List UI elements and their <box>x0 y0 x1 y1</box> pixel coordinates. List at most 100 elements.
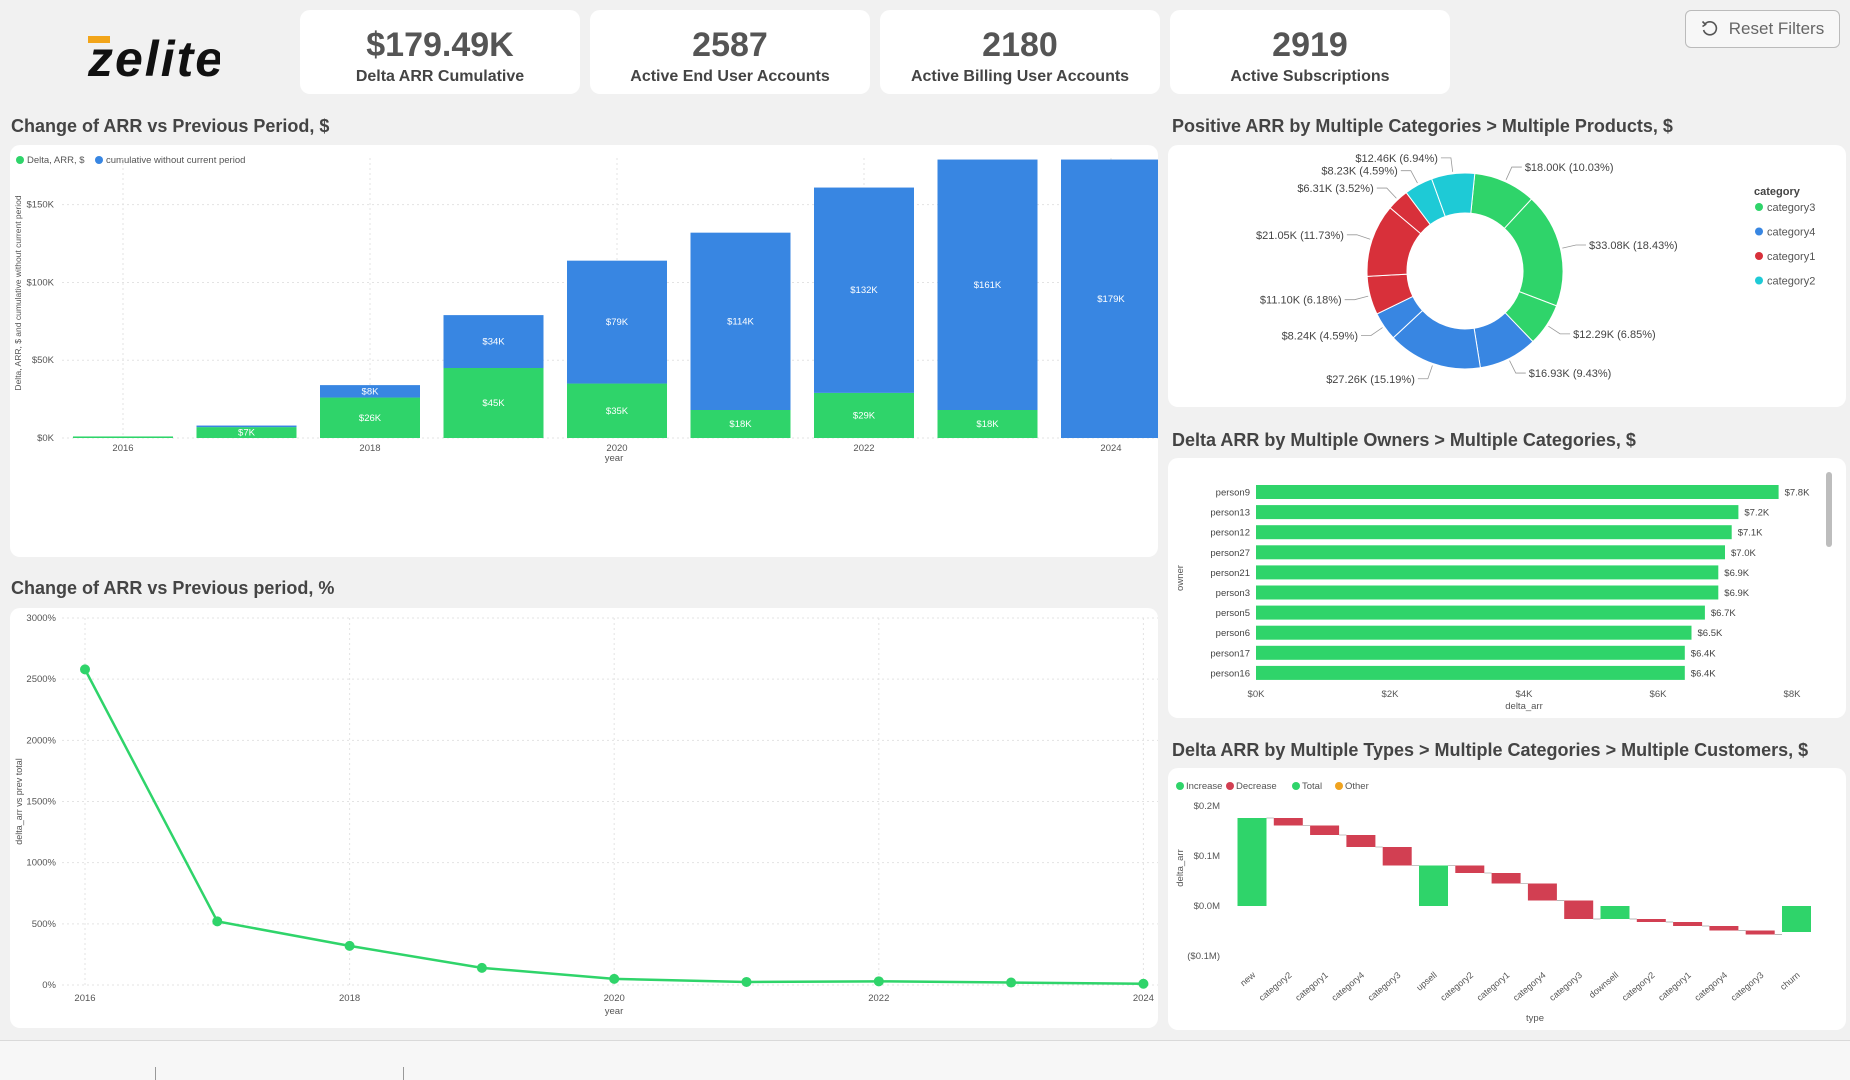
waterfall-bar <box>1273 818 1303 826</box>
owner-label: person3 <box>1216 588 1250 599</box>
reset-filters-button[interactable]: Reset Filters <box>1685 10 1840 48</box>
bar-data-label: $114K <box>727 316 754 327</box>
y-tick-label: 1500% <box>26 797 56 808</box>
slice-leader-line <box>1417 365 1433 380</box>
slice-leader-line <box>1376 187 1397 199</box>
waterfall-bar <box>1527 883 1557 901</box>
owner-label: person6 <box>1216 628 1250 639</box>
owner-bar <box>1256 585 1719 600</box>
bar-data-label: $79K <box>606 317 629 328</box>
bar-data-label: $6.9K <box>1724 588 1749 599</box>
owner-label: person12 <box>1210 528 1250 539</box>
bar-delta-arr <box>567 383 667 438</box>
legend-label: cumulative without current period <box>106 155 245 166</box>
waterfall-bar <box>1237 818 1267 906</box>
owner-bar <box>1256 545 1725 560</box>
bar-delta-arr <box>690 410 791 438</box>
brand-logo: zelite <box>40 22 223 92</box>
waterfall-bar <box>1709 926 1739 931</box>
kpi-label: Active End User Accounts <box>630 68 830 85</box>
bar-data-label: $7K <box>238 428 256 439</box>
x-tick-label: category2 <box>1620 970 1657 1003</box>
x-tick-label: 2016 <box>112 443 133 454</box>
owner-bar <box>1256 525 1732 540</box>
x-tick-label: category3 <box>1366 970 1403 1003</box>
bar-data-label: $7.1K <box>1738 528 1763 539</box>
legend-marker <box>16 156 24 164</box>
x-tick-label: 2020 <box>604 993 625 1004</box>
bar-data-label: $6.4K <box>1691 648 1716 659</box>
x-tick-label: 2018 <box>339 993 360 1004</box>
x-tick-label: new <box>1238 970 1257 989</box>
kpi-value: 2587 <box>692 26 768 64</box>
x-tick-label: 2020 <box>606 443 627 454</box>
y-tick-label: $0.0M <box>1194 901 1220 912</box>
x-tick-label: $2K <box>1382 689 1400 700</box>
owner-label: person13 <box>1210 508 1250 519</box>
waterfall-bar <box>1600 906 1630 919</box>
donut-slice <box>1430 172 1476 218</box>
legend-marker <box>1755 227 1763 236</box>
line-point <box>1006 977 1017 988</box>
y-tick-label: $50K <box>32 355 55 366</box>
y-tick-label: $100K <box>27 277 55 288</box>
bar-data-label: $35K <box>606 406 629 417</box>
kpi-active-subscriptions: 2919 Active Subscriptions <box>1170 10 1450 94</box>
owner-bar <box>1256 645 1685 660</box>
x-tick-label: category1 <box>1656 970 1693 1003</box>
bar-data-label: $7.8K <box>1785 488 1810 499</box>
owner-bar <box>1256 505 1739 520</box>
chart-title-arr-change-pct: Change of ARR vs Previous period, % <box>11 578 335 598</box>
legend-marker <box>1755 276 1763 285</box>
slice-data-label: $12.46K (6.94%) <box>1355 153 1438 165</box>
kpi-value: $179.49K <box>366 26 514 64</box>
slice-leader-line <box>1400 170 1418 184</box>
bar-delta-arr <box>320 397 420 438</box>
waterfall-bar <box>1310 825 1340 835</box>
line-point <box>609 973 620 984</box>
bar-data-label: $26K <box>359 413 382 424</box>
waterfall-bar <box>1636 919 1666 922</box>
x-tick-label: category3 <box>1729 970 1766 1003</box>
bar-data-label: $6.9K <box>1724 568 1749 579</box>
kpi-label: Delta ARR Cumulative <box>355 68 525 85</box>
chart-title-positive-arr: Positive ARR by Multiple Categories > Mu… <box>1172 116 1673 136</box>
owner-bar <box>1256 605 1705 620</box>
line-chart-arr-change-pct: 0% 500% 1000% 1500% 2000% 2500% 3000% 2016 2018 2… <box>14 613 1158 1017</box>
slice-data-label: $12.29K (6.85%) <box>1573 329 1656 341</box>
line-point <box>344 940 355 951</box>
x-tick-label: category1 <box>1475 970 1512 1003</box>
owner-bar <box>1256 485 1779 499</box>
bar-data-label: $29K <box>853 410 876 421</box>
line-point <box>476 962 487 973</box>
legend-marker <box>1226 782 1234 790</box>
x-tick-label: category2 <box>1438 970 1475 1003</box>
bar-data-label: $18K <box>976 419 999 430</box>
x-tick-label: downsell <box>1587 970 1620 1000</box>
y-tick-label: $0.2M <box>1194 801 1220 812</box>
line-point <box>212 916 223 927</box>
slice-data-label: $21.05K (11.73%) <box>1256 230 1344 242</box>
bar-cumulative <box>1061 159 1158 439</box>
y-tick-label: 0% <box>42 980 56 991</box>
legend-label: Delta, ARR, $ <box>27 155 85 166</box>
bar-delta-arr <box>443 368 544 438</box>
legend-marker <box>1335 782 1343 790</box>
legend-label: category2 <box>1767 276 1815 288</box>
bar-data-label: $6.7K <box>1711 608 1736 619</box>
slice-leader-line <box>1361 327 1383 336</box>
x-tick-label: category4 <box>1511 970 1548 1003</box>
waterfall-bar <box>1382 847 1412 866</box>
x-tick-label: category4 <box>1692 970 1729 1003</box>
kpi-value: 2180 <box>982 26 1058 64</box>
y-tick-label: 3000% <box>26 613 56 624</box>
owner-bar <box>1256 665 1685 680</box>
legend-marker <box>95 156 103 164</box>
y-axis-title: owner <box>1175 565 1186 591</box>
x-tick-label: $6K <box>1650 689 1668 700</box>
bar-cumulative <box>567 260 667 384</box>
y-tick-label: ($0.1M) <box>1187 951 1220 962</box>
kpi-label: Active Subscriptions <box>1230 68 1390 85</box>
slice-leader-line <box>1562 244 1586 249</box>
legend-title: category <box>1754 186 1801 198</box>
